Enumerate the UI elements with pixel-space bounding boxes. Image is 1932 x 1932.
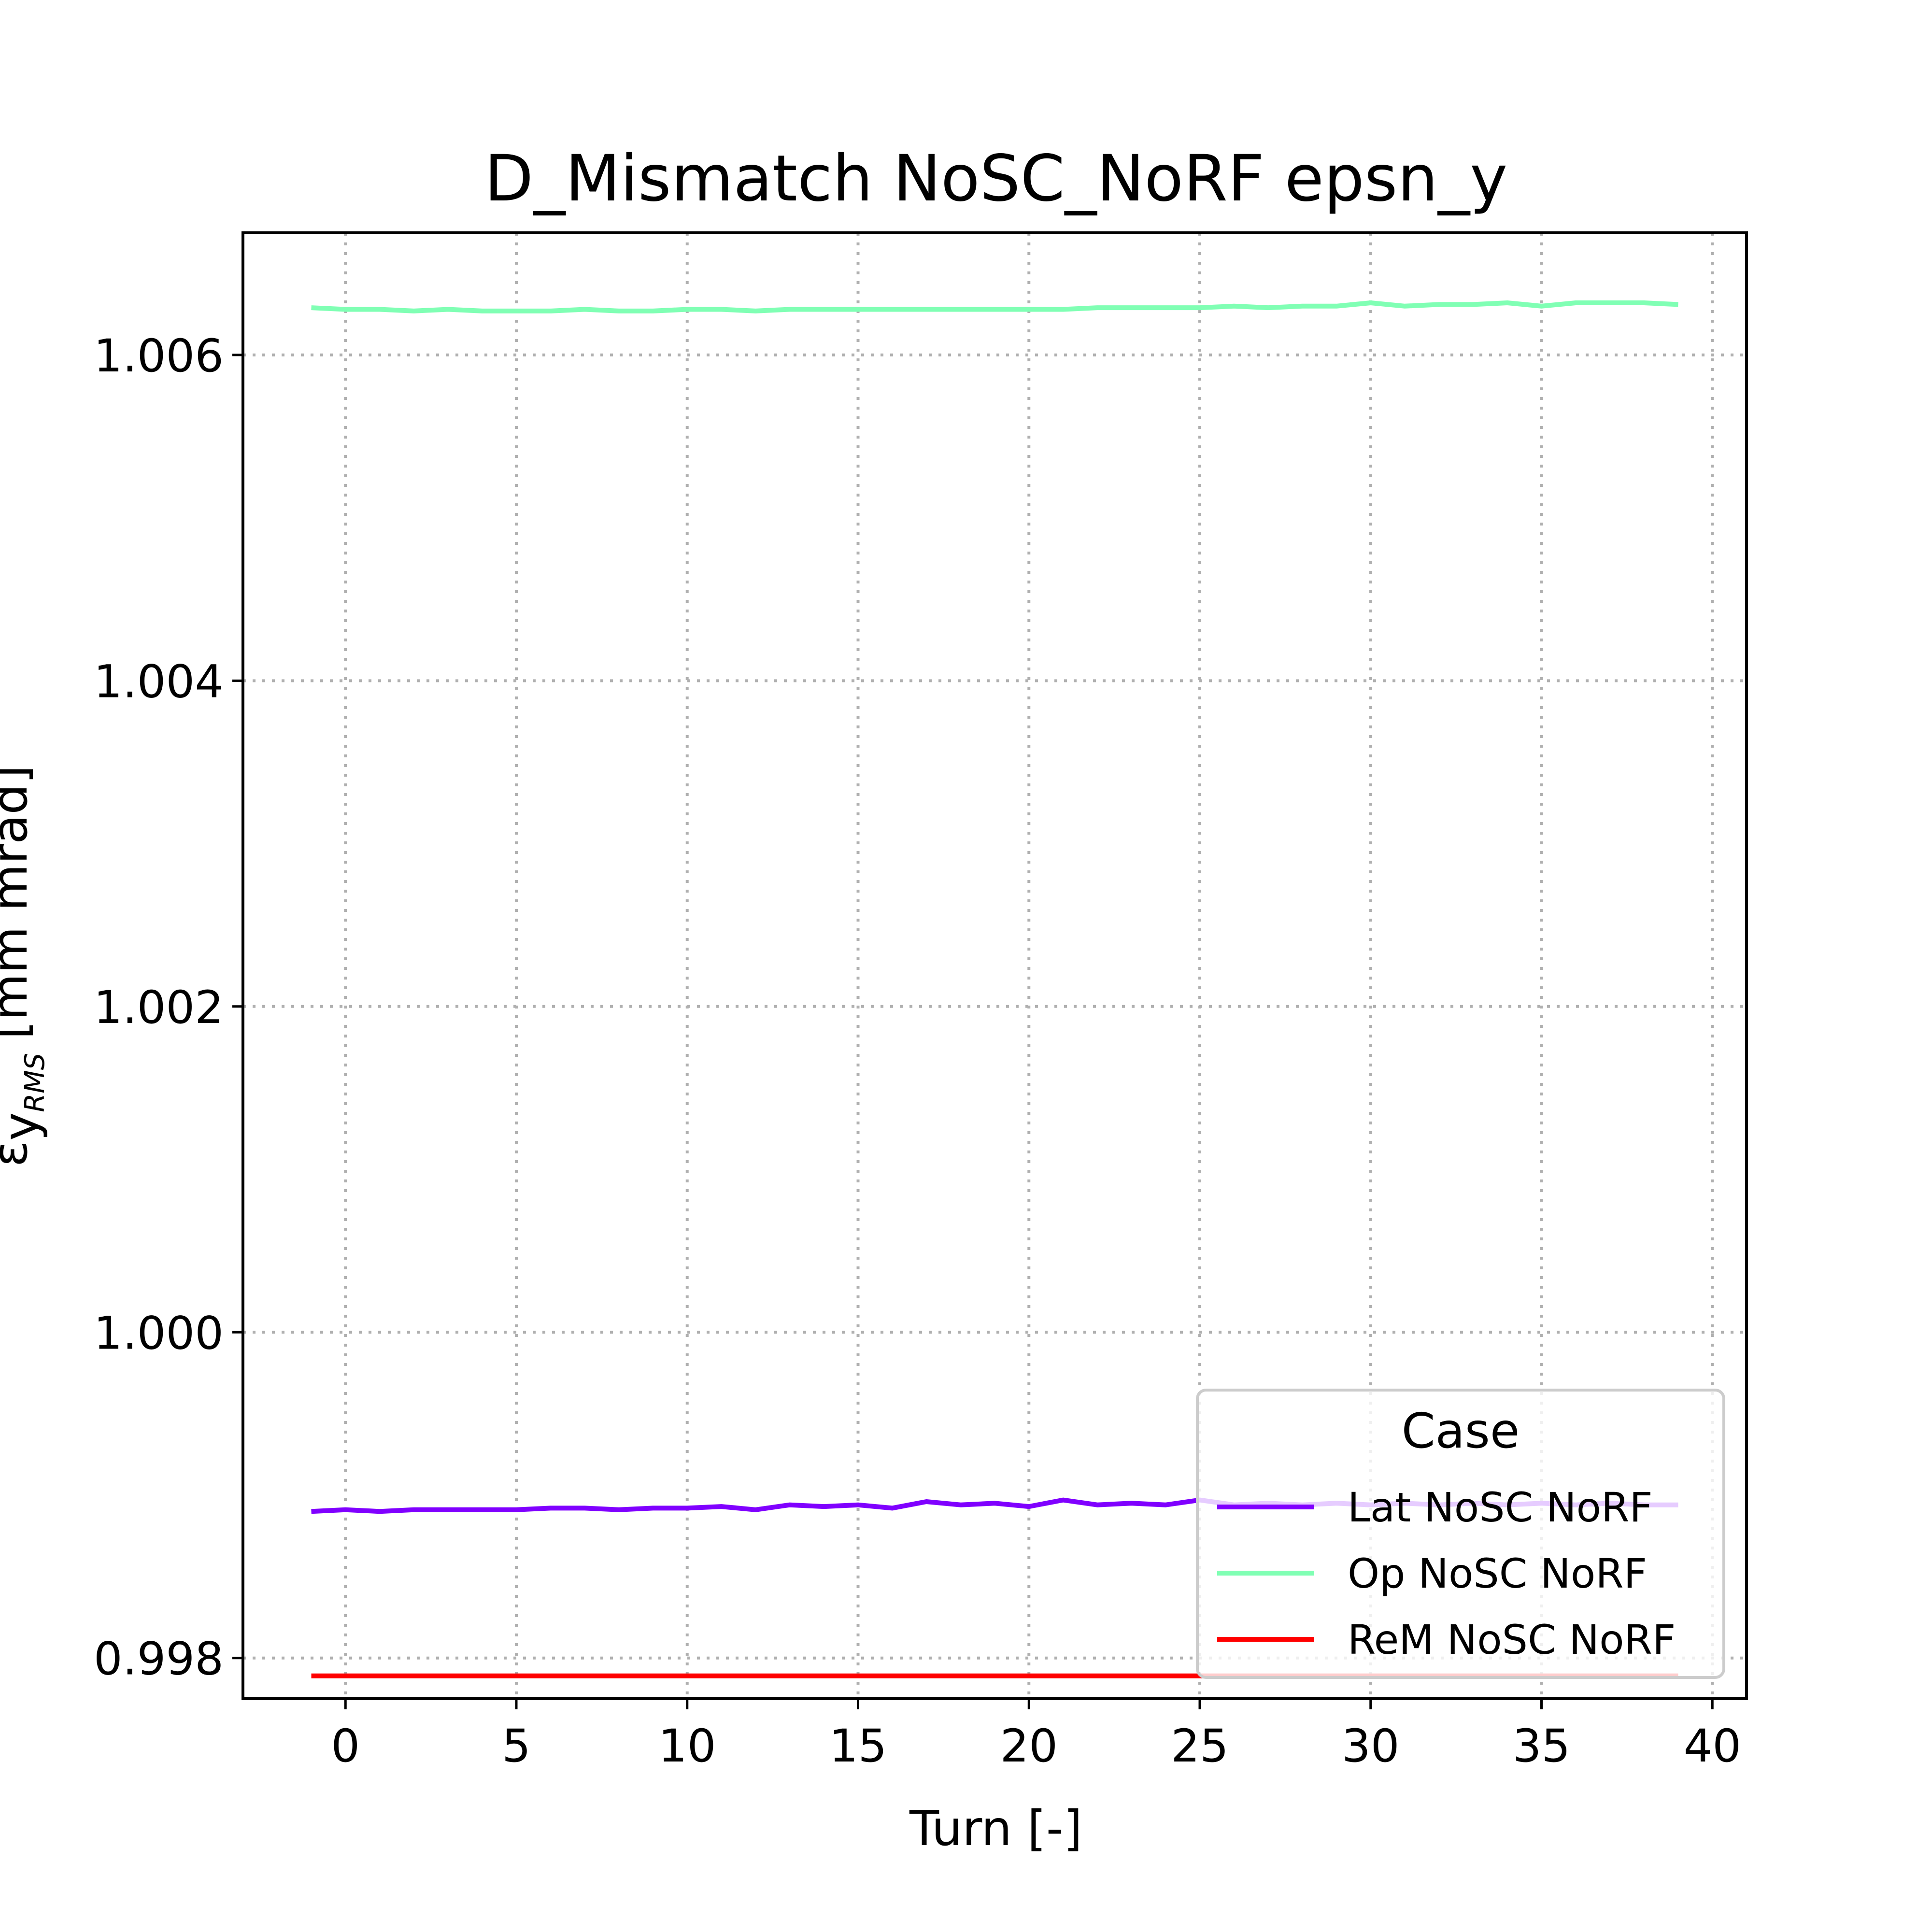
x-tick-label: 25 <box>1171 1720 1229 1773</box>
x-tick-label: 35 <box>1513 1720 1571 1773</box>
x-axis: 0 5 10 15 20 25 30 35 40 <box>331 1699 1741 1773</box>
y-axis: 0.998 1.000 1.002 1.004 1.006 <box>94 330 243 1686</box>
legend-box <box>1196 1389 1725 1679</box>
x-tick-label: 30 <box>1342 1720 1400 1773</box>
y-tick-label: 1.004 <box>94 655 224 708</box>
legend-title: Case <box>1402 1403 1520 1459</box>
y-tick-label: 1.006 <box>94 330 224 383</box>
x-tick-label: 40 <box>1683 1720 1741 1773</box>
legend: Case Lat NoSC NoRF Op NoSC NoRF ReM NoSC N… <box>1196 1389 1725 1679</box>
grid <box>243 233 1747 1699</box>
y-axis-label-subsub: RMS <box>19 1053 51 1112</box>
y-tick-label: 0.998 <box>94 1633 224 1686</box>
y-axis-label-sub: y <box>0 1112 49 1141</box>
legend-label-2: Op NoSC NoRF <box>1348 1550 1647 1597</box>
legend-items: Lat NoSC NoRF Op NoSC NoRF ReM NoSC NoRF <box>1217 1484 1676 1663</box>
chart-title: D_Mismatch NoSC_NoRF epsn_y <box>484 142 1508 216</box>
y-tick-label: 1.002 <box>94 981 224 1034</box>
legend-label-1: Lat NoSC NoRF <box>1348 1484 1653 1531</box>
series-line-2 <box>311 300 1678 313</box>
x-tick-label: 15 <box>829 1720 887 1773</box>
y-tick-label: 1.000 <box>94 1307 224 1360</box>
y-axis-label-units: [mm mrad] <box>0 765 38 1039</box>
x-tick-label: 0 <box>331 1720 360 1773</box>
y-axis-label: εyRMS [mm mrad] <box>0 765 51 1167</box>
x-tick-label: 20 <box>1000 1720 1058 1773</box>
x-axis-label: Turn [-] <box>909 1800 1082 1857</box>
x-tick-label: 10 <box>658 1720 716 1773</box>
legend-label-3: ReM NoSC NoRF <box>1348 1616 1676 1663</box>
y-axis-label-symbol: ε <box>0 1141 38 1167</box>
x-tick-label: 5 <box>502 1720 531 1773</box>
plot-frame <box>242 231 1748 1700</box>
